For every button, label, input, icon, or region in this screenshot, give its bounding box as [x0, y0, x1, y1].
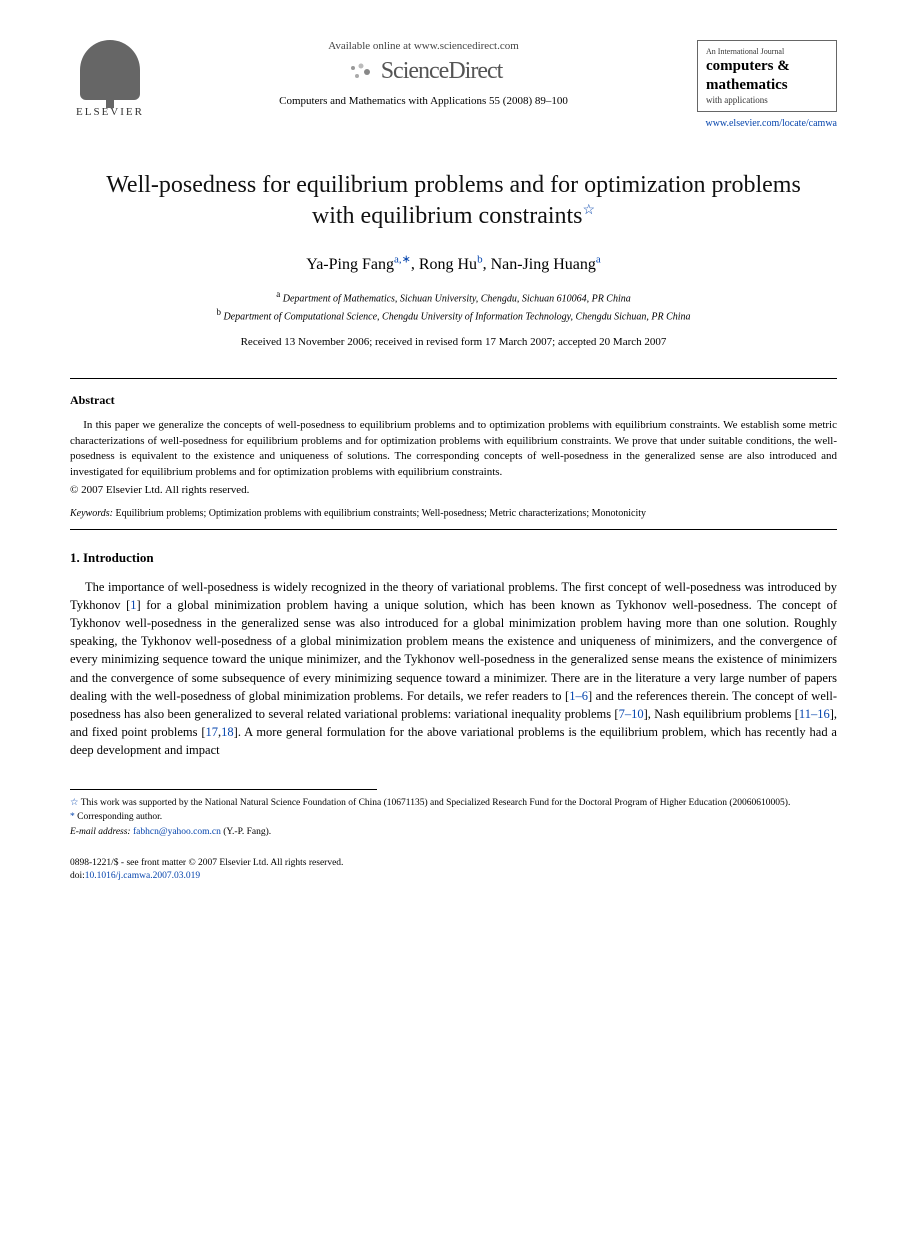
- paper-title: Well-posedness for equilibrium problems …: [90, 170, 817, 232]
- affiliations: a Department of Mathematics, Sichuan Uni…: [70, 288, 837, 325]
- journal-box-sub1: An International Journal: [706, 47, 828, 56]
- ref-1-6[interactable]: 1–6: [569, 689, 588, 703]
- footnote-email: E-mail address: fabhcn@yahoo.com.cn (Y.-…: [70, 825, 837, 839]
- sd-logo-text: ScienceDirect: [381, 58, 503, 84]
- journal-link-wrap: www.elsevier.com/locate/camwa: [697, 118, 837, 129]
- issn-line: 0898-1221/$ - see front matter © 2007 El…: [70, 857, 837, 870]
- corresponding-mark: *: [70, 812, 75, 822]
- author-2-aff[interactable]: b: [477, 253, 483, 265]
- author-2: Rong Hub: [419, 256, 483, 273]
- author-3-aff[interactable]: a: [596, 253, 601, 265]
- body-seg-6: ], Nash equilibrium problems [: [644, 707, 799, 721]
- ref-7-10[interactable]: 7–10: [619, 707, 644, 721]
- ref-11-16[interactable]: 11–16: [799, 707, 830, 721]
- dates-line: Received 13 November 2006; received in r…: [70, 336, 837, 348]
- journal-box-title2: mathematics: [706, 77, 828, 94]
- rule-bottom: [70, 529, 837, 530]
- title-text: Well-posedness for equilibrium problems …: [106, 172, 801, 229]
- email-who: (Y.-P. Fang).: [223, 827, 271, 837]
- keywords-label: Keywords:: [70, 508, 113, 519]
- title-footnote-mark[interactable]: ☆: [583, 203, 596, 218]
- abstract-body: In this paper we generalize the concepts…: [70, 418, 837, 480]
- footnotes: ☆ This work was supported by the Nationa…: [70, 796, 837, 839]
- affiliation-a-text: Department of Mathematics, Sichuan Unive…: [283, 293, 631, 304]
- journal-box-wrap: An International Journal computers & mat…: [697, 40, 837, 129]
- affiliation-a: a Department of Mathematics, Sichuan Uni…: [70, 288, 837, 306]
- journal-link[interactable]: www.elsevier.com/locate/camwa: [705, 118, 837, 129]
- ref-17[interactable]: 17: [206, 725, 219, 739]
- corresponding-text: Corresponding author.: [77, 812, 162, 822]
- rule-top: [70, 378, 837, 379]
- section-1-heading: 1. Introduction: [70, 550, 837, 566]
- footnote-corresponding: * Corresponding author.: [70, 810, 837, 824]
- journal-box-title1: computers &: [706, 58, 828, 75]
- affiliation-b-text: Department of Computational Science, Che…: [223, 311, 690, 322]
- author-1: Ya-Ping Fanga,∗: [306, 256, 411, 273]
- author-3: Nan-Jing Huanga: [491, 256, 601, 273]
- email-link[interactable]: fabhcn@yahoo.com.cn: [133, 827, 221, 837]
- section-1-body: The importance of well-posedness is wide…: [70, 578, 837, 759]
- elsevier-logo: ELSEVIER: [70, 40, 150, 130]
- doi-link[interactable]: 10.1016/j.camwa.2007.03.019: [85, 871, 200, 881]
- footnotes-rule: [70, 789, 377, 796]
- keywords-text: Equilibrium problems; Optimization probl…: [115, 508, 646, 519]
- keywords-line: Keywords: Equilibrium problems; Optimiza…: [70, 508, 837, 519]
- journal-box: An International Journal computers & mat…: [697, 40, 837, 112]
- sciencedirect-logo: ScienceDirect: [150, 58, 697, 85]
- author-3-name: Nan-Jing Huang: [491, 256, 596, 273]
- footnote-funding: ☆ This work was supported by the Nationa…: [70, 796, 837, 810]
- sd-swirl-icon: [345, 62, 375, 82]
- citation-line: Computers and Mathematics with Applicati…: [150, 95, 697, 107]
- body-seg-2: ] for a global minimization problem havi…: [70, 598, 837, 703]
- sciencedirect-block: Available online at www.sciencedirect.co…: [150, 40, 697, 107]
- doi-line: doi:10.1016/j.camwa.2007.03.019: [70, 870, 837, 883]
- funding-text: This work was supported by the National …: [81, 798, 791, 808]
- elsevier-tree-icon: [80, 40, 140, 100]
- abstract-heading: Abstract: [70, 393, 837, 408]
- available-online-text: Available online at www.sciencedirect.co…: [150, 40, 697, 52]
- ref-18[interactable]: 18: [221, 725, 234, 739]
- email-label: E-mail address:: [70, 827, 131, 837]
- author-1-corresponding-mark[interactable]: ,∗: [399, 253, 411, 265]
- abstract-copyright: © 2007 Elsevier Ltd. All rights reserved…: [70, 484, 837, 496]
- header-row: ELSEVIER Available online at www.science…: [70, 40, 837, 130]
- funding-mark: ☆: [70, 798, 79, 808]
- journal-box-sub2: with applications: [706, 95, 828, 105]
- author-1-name: Ya-Ping Fang: [306, 256, 394, 273]
- author-2-name: Rong Hu: [419, 256, 477, 273]
- footer: 0898-1221/$ - see front matter © 2007 El…: [70, 857, 837, 884]
- affiliation-b: b Department of Computational Science, C…: [70, 306, 837, 324]
- authors-line: Ya-Ping Fanga,∗, Rong Hub, Nan-Jing Huan…: [70, 252, 837, 273]
- doi-label: doi:: [70, 871, 85, 881]
